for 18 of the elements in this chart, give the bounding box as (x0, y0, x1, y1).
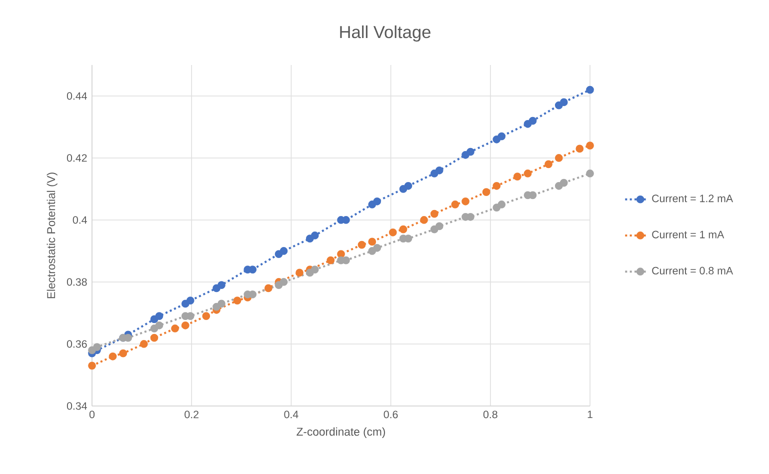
x-tick-label: 0.6 (384, 410, 398, 418)
y-tick-label: 0.4 (72, 216, 87, 224)
x-tick-label: 1 (588, 410, 592, 418)
legend-label: Current = 1.2 mA (652, 194, 734, 202)
y-tick-label: 0.36 (66, 340, 87, 348)
y-tick-label: 0.44 (66, 92, 87, 100)
y-tick-label: 0.42 (66, 154, 87, 162)
x-tick-label: 0.2 (184, 410, 198, 418)
x-tick-label: 0.4 (284, 410, 298, 418)
y-tick-label: 0.38 (66, 278, 87, 286)
x-axis-title: Z-coordinate (cm) (296, 427, 385, 438)
x-tick-label: 0 (89, 410, 95, 418)
y-tick-label: 0.34 (66, 402, 87, 410)
legend-label: Current = 1 mA (652, 230, 724, 238)
x-tick-label: 0.8 (483, 410, 498, 418)
y-axis-title: Electrostatic Potential (V) (46, 172, 58, 298)
legend-label: Current = 0.8 mA (652, 266, 734, 274)
chart-title: Hall Voltage (340, 25, 430, 42)
